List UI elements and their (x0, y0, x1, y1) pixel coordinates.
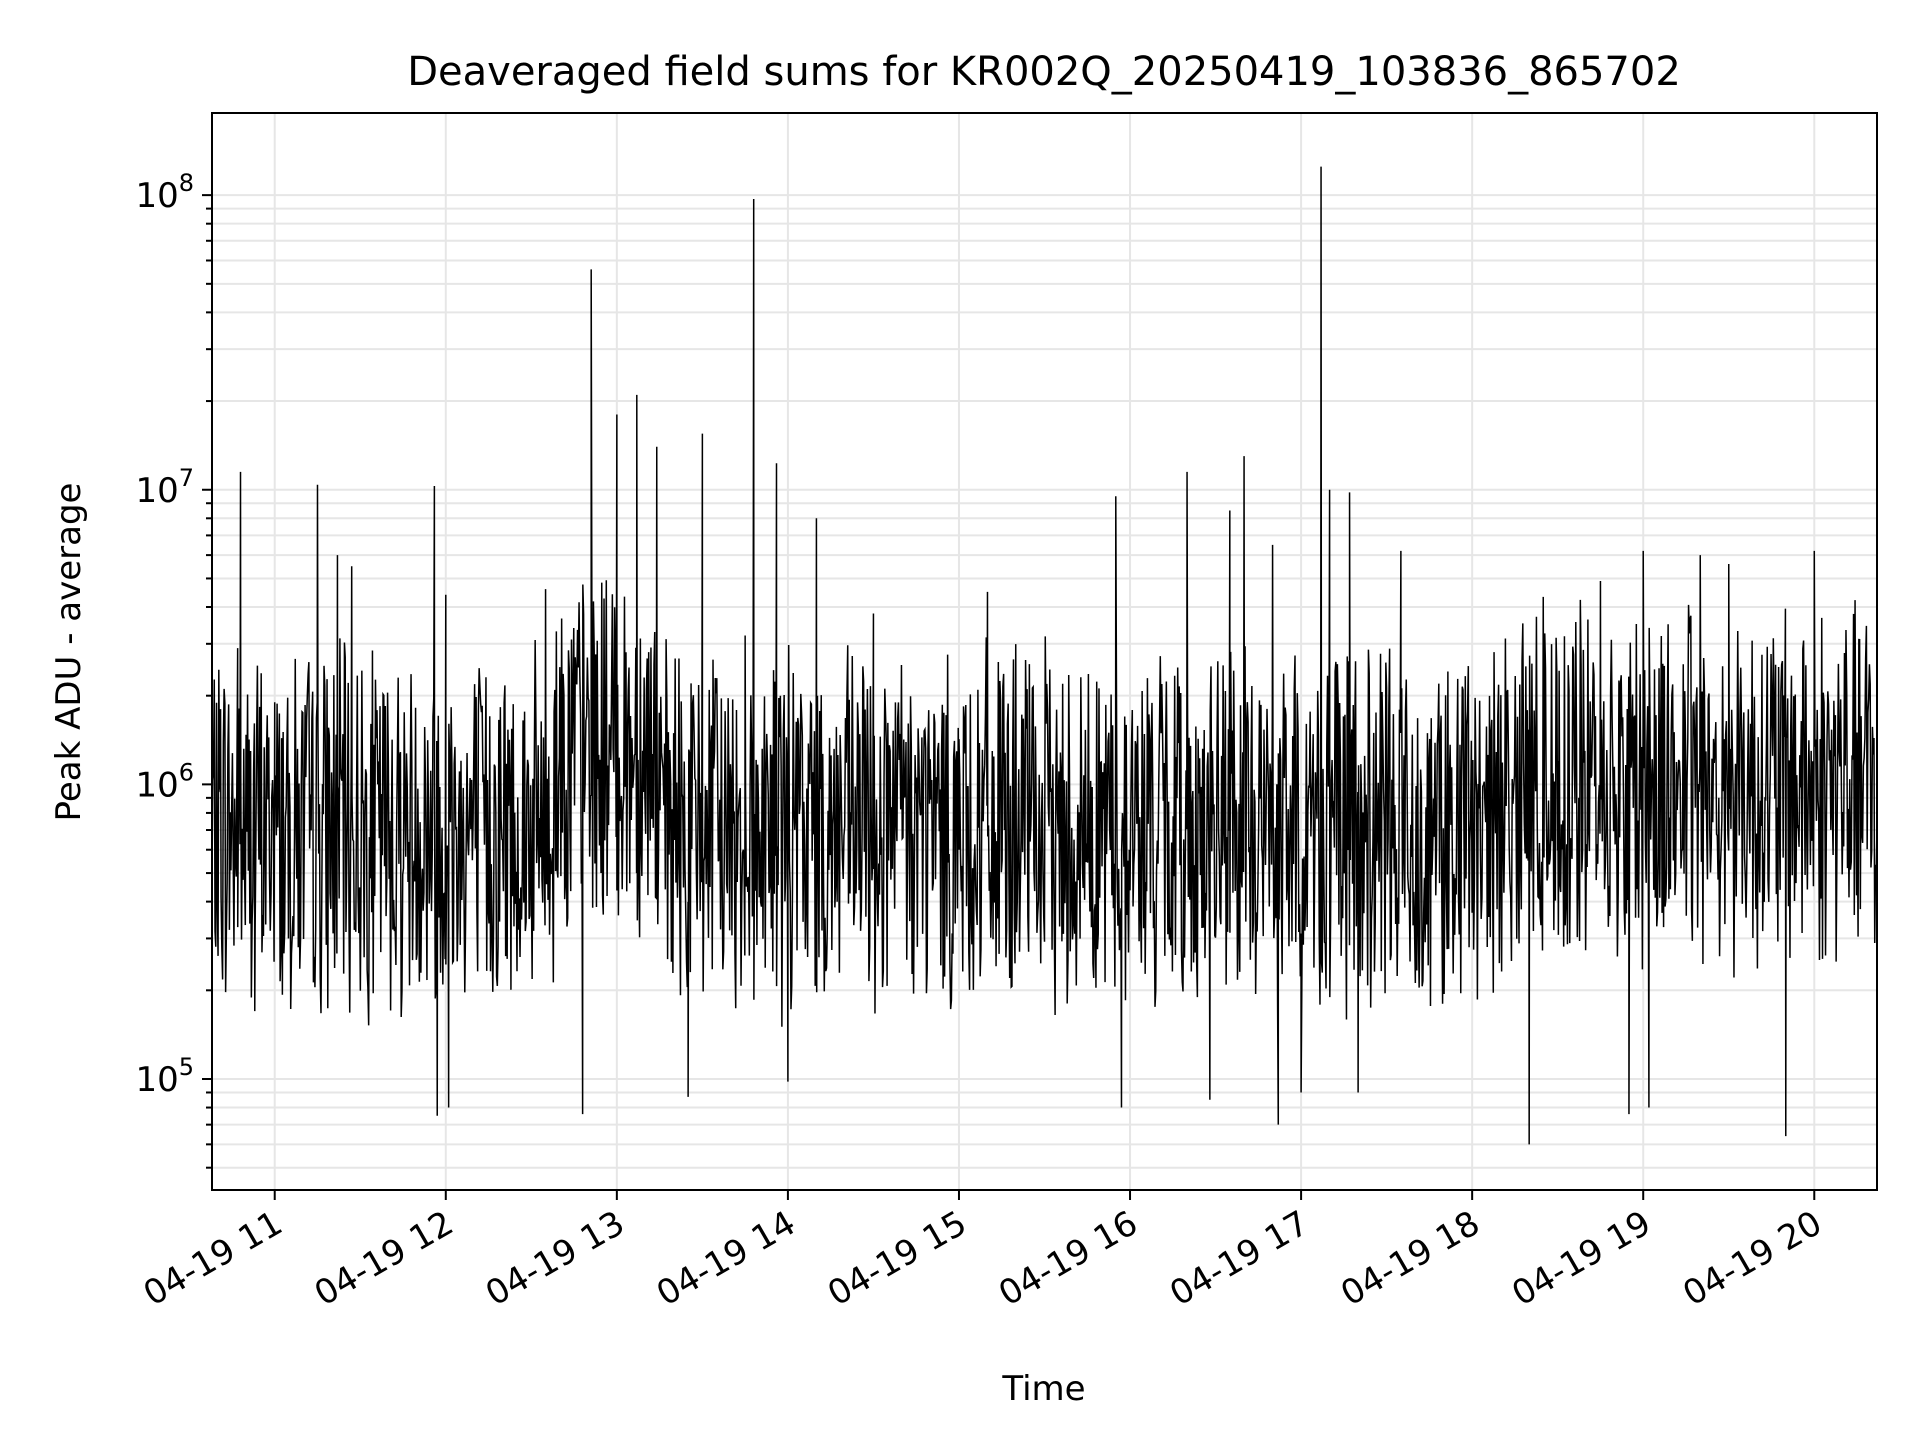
chart-title: Deaveraged field sums for KR002Q_2025041… (407, 49, 1681, 95)
series-line-group (211, 166, 1878, 1145)
plot-frame (211, 112, 1878, 1191)
y-tick-label: 105 (135, 1053, 194, 1100)
y-tick-label: 106 (135, 758, 194, 805)
y-tick-label: 107 (135, 464, 194, 511)
series-line (211, 166, 1878, 1145)
y-tick-label: 108 (135, 169, 194, 216)
axis-ticks (202, 194, 1816, 1200)
y-axis-label: Peak ADU - average (49, 483, 89, 822)
x-axis-label: Time (1001, 1369, 1085, 1409)
